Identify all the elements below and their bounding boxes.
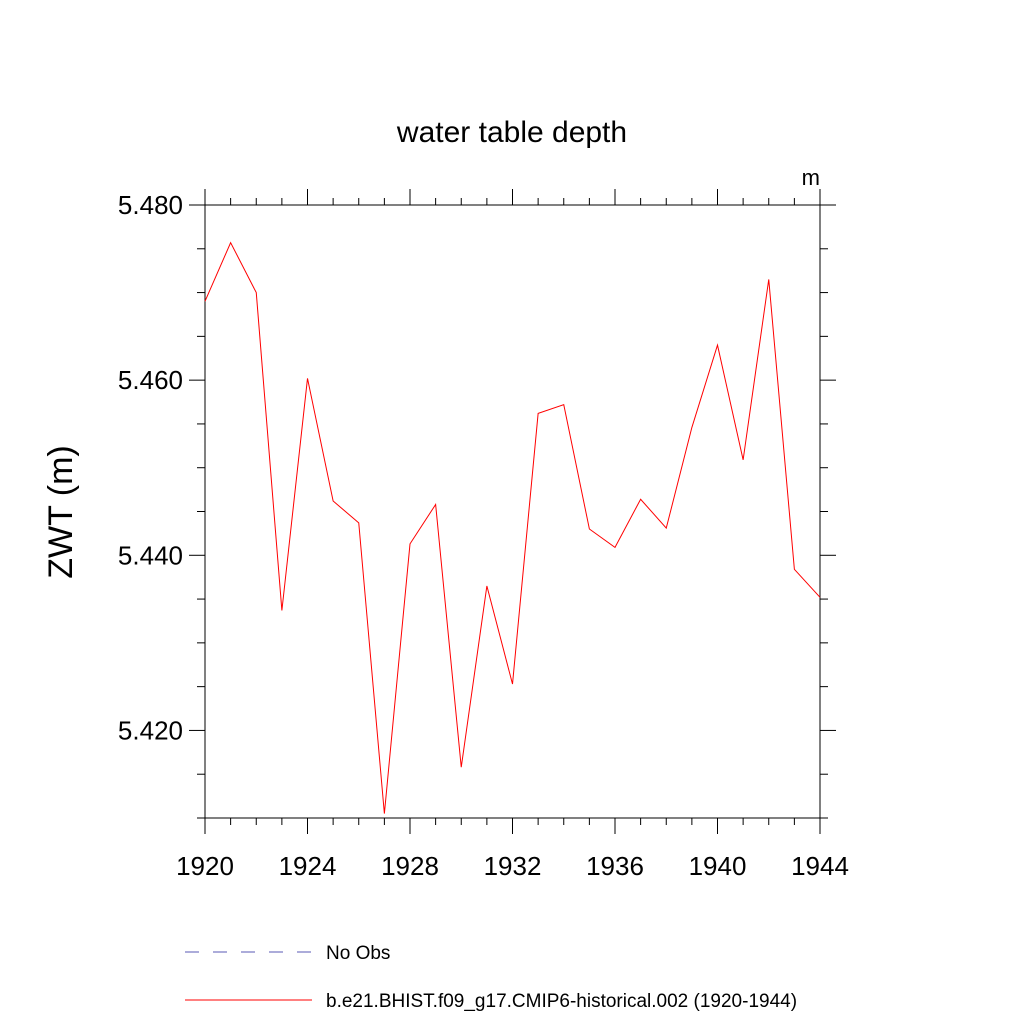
x-tick-label: 1944 <box>791 851 849 881</box>
chart-title: water table depth <box>396 116 627 149</box>
plot-frame <box>204 204 821 819</box>
y-tick-label: 5.420 <box>118 715 183 745</box>
x-tick-label: 1920 <box>176 851 234 881</box>
x-tick-label: 1932 <box>484 851 542 881</box>
legend-label: b.e21.BHIST.f09_g17.CMIP6-historical.002… <box>326 991 797 1012</box>
series-line <box>204 241 821 814</box>
units-label: m <box>802 165 820 190</box>
y-tick-label: 5.480 <box>118 190 183 220</box>
x-tick-label: 1936 <box>586 851 644 881</box>
y-tick-label: 5.460 <box>118 365 183 395</box>
x-tick-label: 1924 <box>279 851 337 881</box>
y-tick-label: 5.440 <box>118 540 183 570</box>
x-tick-label: 1940 <box>689 851 747 881</box>
x-tick-label: 1928 <box>381 851 439 881</box>
y-axis-label: ZWT (m) <box>42 445 80 578</box>
legend-label: No Obs <box>326 943 390 964</box>
